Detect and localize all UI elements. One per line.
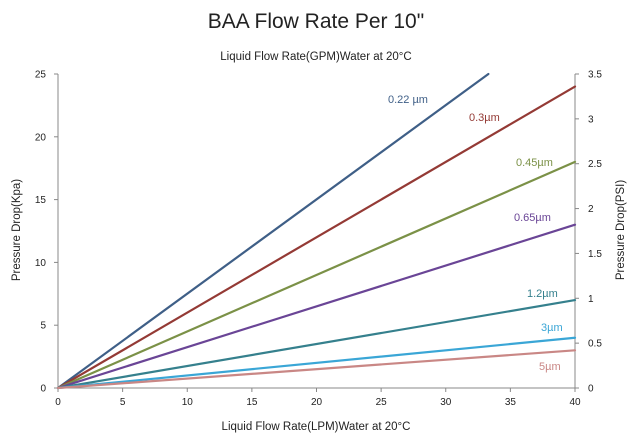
series-label: 3µm [541, 322, 563, 334]
tick-labels: 0 5 10 15 20 25 30 35 40 0 5 10 15 20 25 0 0.5 1 1.5 2 2.5 3 3… [35, 70, 602, 409]
y2-tick-label: 3.5 [588, 70, 602, 81]
y-tick-label: 0 [40, 384, 46, 395]
top-axis-label: Liquid Flow Rate(GPM)Water at 20°C [220, 51, 411, 63]
y2-tick-label: 1.5 [588, 249, 602, 260]
y-tick-label: 10 [35, 258, 47, 269]
y-tick-label: 20 [35, 132, 47, 143]
x-tick-label: 25 [376, 397, 388, 408]
x-tick-label: 0 [55, 397, 61, 408]
axes [54, 73, 579, 392]
x-tick-label: 30 [440, 397, 452, 408]
series-lines [56, 72, 577, 390]
y-tick-label: 5 [40, 321, 46, 332]
y2-axis-label: Pressure Drop(PSI) [615, 180, 627, 281]
x-axis-label: Liquid Flow Rate(LPM)Water at 20°C [222, 421, 411, 433]
series-label: 0.22 µm [388, 94, 428, 106]
x-tick-label: 40 [569, 397, 581, 408]
x-tick-label: 10 [182, 397, 194, 408]
y2-tick-label: 1 [588, 294, 594, 305]
y2-tick-label: 0.5 [588, 339, 602, 350]
y2-tick-label: 0 [588, 384, 594, 395]
y2-tick-label: 2.5 [588, 159, 602, 170]
y-tick-label: 25 [35, 70, 47, 81]
y-axis-label: Pressure Drop(Kpa) [11, 179, 23, 281]
series-line [56, 223, 577, 390]
x-tick-label: 35 [505, 397, 517, 408]
x-tick-label: 20 [311, 397, 323, 408]
series-line [56, 298, 577, 390]
series-label: 0.3µm [469, 112, 500, 124]
series-line [56, 85, 577, 390]
series-line [56, 160, 577, 390]
series-label: 0.45µm [516, 157, 553, 169]
x-tick-label: 15 [246, 397, 258, 408]
series-label: 5µm [539, 361, 561, 373]
chart-title: BAA Flow Rate Per 10" [208, 10, 424, 33]
series-line [56, 349, 577, 390]
series-label: 0.65µm [514, 212, 551, 224]
series-label: 1.2µm [527, 288, 558, 300]
series-line [56, 72, 490, 390]
series-labels: 0.22 µm 0.3µm 0.45µm 0.65µm 1.2µm 3µm 5µm [388, 94, 563, 373]
y-tick-label: 15 [35, 195, 47, 206]
y2-tick-label: 2 [588, 204, 594, 215]
y2-tick-label: 3 [588, 114, 594, 125]
x-tick-label: 5 [120, 397, 126, 408]
series-line [56, 336, 577, 390]
